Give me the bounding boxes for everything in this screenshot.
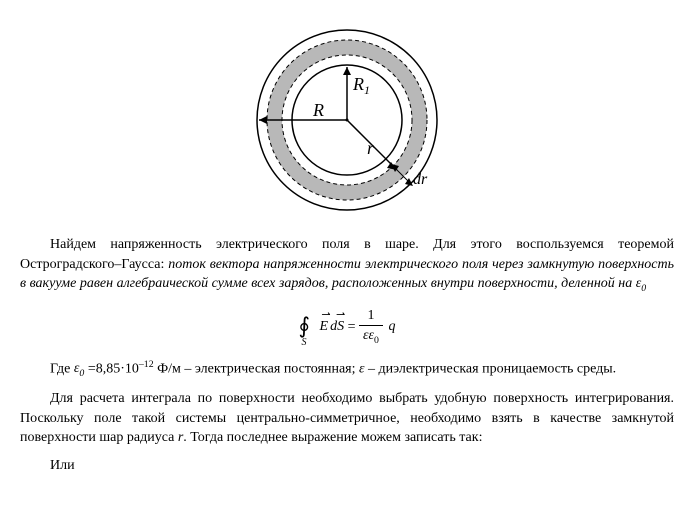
p2-eps: ε0	[74, 361, 84, 376]
p2-exp: –12	[139, 359, 154, 370]
p4: Или	[50, 458, 75, 473]
equals: =	[348, 319, 359, 334]
vec-E: ⇀E	[320, 319, 329, 334]
p1-eps: ε0	[636, 276, 646, 291]
p2d: – диэлектрическая проницаемость среды.	[365, 361, 617, 376]
sphere-svg: R R1 r dr	[237, 20, 457, 220]
paragraph-1: Найдем напряженность электрического поля…	[20, 235, 674, 296]
label-r: r	[367, 138, 375, 158]
sphere-diagram: R R1 r dr	[20, 20, 674, 220]
fraction: 1 εε0	[359, 306, 383, 348]
gauss-formula: ∮S ⇀E⇀dS = 1 εε0 q	[20, 306, 674, 348]
p3b: . Тогда последнее выражение можем записа…	[183, 430, 482, 445]
label-dr: dr	[413, 171, 428, 188]
q: q	[388, 319, 395, 334]
p2c: Ф/м – электрическая постоянная;	[154, 361, 359, 376]
p2b: =8,85·10	[84, 361, 139, 376]
vec-dS: ⇀dS	[330, 319, 344, 334]
p2a: Где	[50, 361, 74, 376]
paragraph-3: Для расчета интеграла по поверхности нео…	[20, 389, 674, 448]
integral-symbol: ∮S	[299, 311, 310, 342]
paragraph-4: Или	[20, 456, 674, 476]
paragraph-2: Где ε0 =8,85·10–12 Ф/м – электрическая п…	[20, 358, 674, 381]
label-R: R	[312, 100, 324, 120]
